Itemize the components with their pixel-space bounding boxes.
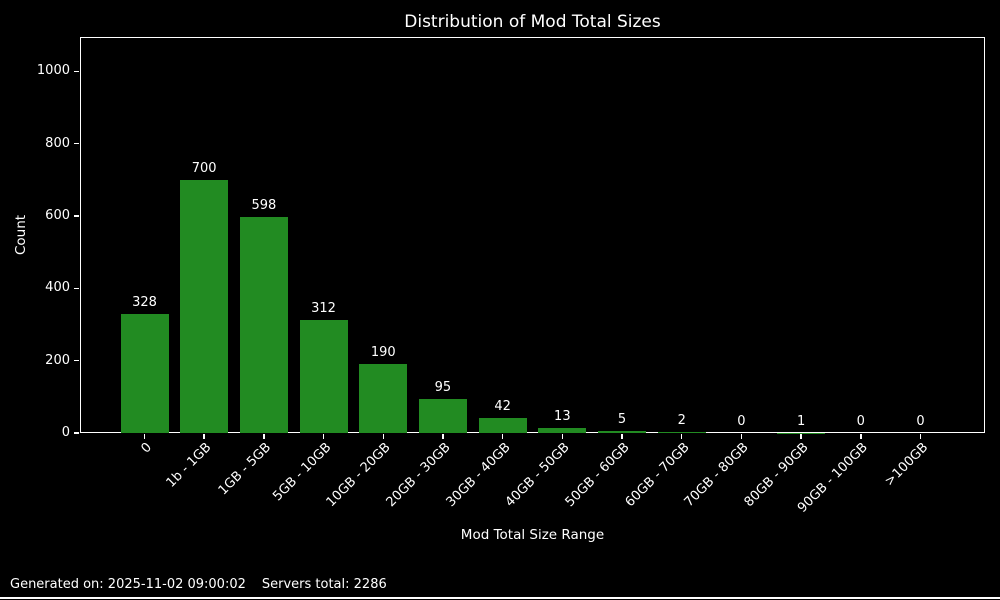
x-tick-mark [800,434,802,439]
x-tick-mark [322,434,325,439]
bar [239,216,288,433]
bar [478,417,527,433]
y-tick-label: 400 [45,280,70,296]
bar [598,431,647,433]
x-tick-label-text: >100GB [881,440,932,490]
bar-value-label: 0 [737,414,746,429]
x-tick-mark [203,434,205,439]
bar-value-label: 1 [796,413,806,429]
x-tick-mark [740,434,743,439]
y-tick-label: 200 [45,352,70,368]
footer: Generated on: 2025-11-02 09:00:02 Servers… [10,577,387,592]
bar [180,179,229,433]
bar-value-label: 42 [494,398,511,414]
x-tick-mark [263,434,265,439]
y-tick-mark [74,142,79,145]
y-tick-label: 0 [61,425,70,440]
x-tick-label-text: 1b - 1GB [164,440,215,491]
servers-total: Servers total: 2286 [261,577,387,592]
x-tick-label-text: 5GB - 10GB [269,440,335,505]
bar-value-label: 190 [370,345,396,361]
y-tick-mark [74,432,79,434]
y-tick-mark [74,287,79,290]
x-tick-mark [919,434,922,439]
x-tick-mark [860,434,862,439]
chart-title: Distribution of Mod Total Sizes [404,12,661,32]
bar-value-label: 13 [554,409,571,425]
bar [120,314,169,433]
bar [299,320,348,433]
bar-value-label: 598 [251,197,277,213]
footer-divider-line [0,597,1000,599]
bar-value-label: 95 [434,379,452,395]
bar [657,432,706,433]
y-tick-mark [74,70,79,73]
x-tick-mark [442,434,444,439]
x-tick-mark [143,434,146,439]
y-tick-label: 800 [45,135,70,151]
x-axis-label: Mod Total Size Range [460,527,605,543]
x-tick-label-text: 0 [138,440,156,457]
bar-value-label: 5 [617,412,627,428]
bar [538,428,587,433]
bar-value-label: 2 [677,413,686,429]
y-tick-label: 600 [45,208,70,223]
y-axis-label: Count [13,214,29,256]
bar [418,398,467,433]
bar-value-label: 0 [916,414,925,429]
x-tick-label-text: 1GB - 5GB [216,440,275,499]
bar-value-label: 700 [191,160,217,176]
bar-value-label: 312 [311,301,336,317]
plot-area-frame [80,37,985,433]
x-tick-mark [680,434,683,439]
x-tick-mark [561,434,564,439]
y-tick-label: 1000 [36,63,70,79]
x-tick-mark [501,434,504,439]
bar [359,364,408,433]
x-tick-mark [382,434,384,439]
generated-timestamp: Generated on: 2025-11-02 09:00:02 [10,577,246,592]
bar-value-label: 328 [132,295,157,311]
y-tick-mark [74,359,79,362]
bar-value-label: 0 [856,414,865,429]
y-tick-mark [74,215,79,217]
x-tick-mark [621,434,623,439]
